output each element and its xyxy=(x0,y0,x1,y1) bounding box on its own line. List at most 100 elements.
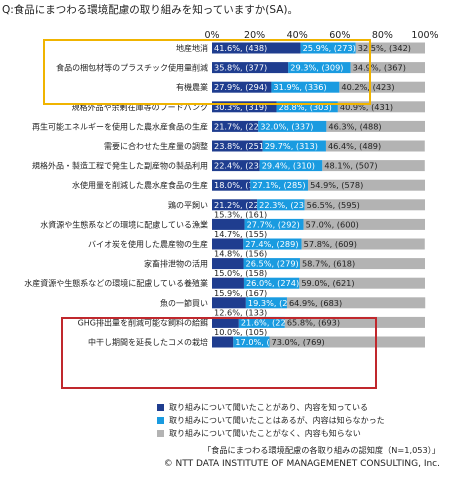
data-label: 15.0%, (158) xyxy=(214,268,267,278)
bar-segment xyxy=(300,42,356,54)
category-label: 地産地消 xyxy=(176,43,208,53)
bar-segment xyxy=(258,120,327,132)
data-label: 26.0%, (274) xyxy=(246,278,299,288)
bar-segment xyxy=(269,336,425,348)
bar-segment xyxy=(244,218,304,230)
bar-segment xyxy=(322,160,425,172)
legend-item-known: 取り組みについて聞いたことがあり、内容を知っている xyxy=(157,401,385,414)
legend: 取り組みについて聞いたことがあり、内容を知っている 取り組みについて聞いたことは… xyxy=(157,401,385,440)
category-label: 規格外品・製造工程で発生した副産物の製品利用 xyxy=(32,161,208,171)
data-label: 46.3%, (488) xyxy=(328,121,381,131)
data-label: 12.6%, (133) xyxy=(214,307,267,317)
data-label: 25.9%, (273) xyxy=(303,43,356,53)
data-label: 14.7%, (155) xyxy=(214,229,267,239)
bar-segment xyxy=(212,81,272,93)
legend-label-heard: 取り組みについて聞いたことはあるが、内容は知らなかった xyxy=(169,416,385,425)
bar-segment xyxy=(271,81,340,93)
legend-swatch-unknown xyxy=(157,430,164,437)
data-label: 54.9%, (578) xyxy=(310,180,363,190)
bar-segment xyxy=(212,62,289,74)
stacked-bar-chart: 0% 20% 40% 60% 80% 100% 地産地消 41.6%, (438) 25.9%,… xyxy=(24,30,439,389)
bar-segment xyxy=(299,258,425,270)
bar-segment xyxy=(212,218,245,230)
data-label: 27.4%, (289) xyxy=(245,239,298,249)
bar-segment xyxy=(288,62,351,74)
bar-segment xyxy=(308,179,425,191)
category-label: 食品の梱包材等のプラスチック使用量削減 xyxy=(56,63,208,73)
bar-segment xyxy=(286,297,426,309)
data-label: 21.6%, (227) xyxy=(241,317,294,327)
bar-segment xyxy=(243,277,300,289)
bar-segment xyxy=(326,120,425,132)
bar-segment xyxy=(212,101,277,113)
bar-segment xyxy=(212,179,251,191)
bar-segment xyxy=(339,81,425,93)
data-label: 15.9%, (167) xyxy=(214,288,267,298)
category-label: 魚の一節買い xyxy=(160,298,208,308)
data-label: 40.9%, (431) xyxy=(340,102,393,112)
category-label: 需要に合わせた生産量の調整 xyxy=(104,141,208,151)
data-label: 21.2%, (223) xyxy=(214,200,267,210)
data-label: 31.9%, (336) xyxy=(273,82,326,92)
bar-segment xyxy=(212,120,259,132)
category-label: 水産資源や生態系などの環境に配慮している養殖業 xyxy=(24,278,208,288)
data-label: 56.5%, (595) xyxy=(307,200,360,210)
data-label: 26.5%, (279) xyxy=(246,259,299,269)
data-label: 46.4%, (489) xyxy=(328,141,381,151)
bar-segment xyxy=(212,199,258,211)
bar-segment xyxy=(250,179,309,191)
data-label: 64.9%, (683) xyxy=(289,298,342,308)
data-label: 17.0%, (179) xyxy=(235,337,288,347)
bar-segment xyxy=(212,316,239,328)
data-label: 29.4%, (310) xyxy=(262,161,315,171)
data-label: 14.8%, (156) xyxy=(214,249,267,259)
bar-segment xyxy=(243,258,300,270)
data-label: 23.8%, (251) xyxy=(214,141,267,151)
legend-item-heard: 取り組みについて聞いたことはあるが、内容は知らなかった xyxy=(157,414,385,427)
bar-segment xyxy=(233,336,270,348)
bar-segment xyxy=(262,140,326,152)
bar-segment xyxy=(212,297,246,309)
category-label: 有機農業 xyxy=(176,82,208,92)
highlight-box-bottom xyxy=(61,317,377,389)
category-label: 家畜排泄物の活用 xyxy=(144,259,208,269)
data-label: 28.8%, (303) xyxy=(279,102,332,112)
data-label: 41.6%, (438) xyxy=(214,43,267,53)
bar-segment xyxy=(212,238,244,250)
data-label: 18.0%, (190) xyxy=(214,180,267,190)
bar-segment xyxy=(299,277,425,289)
data-label: 19.3%, (203) xyxy=(248,298,301,308)
legend-label-known: 取り組みについて聞いたことがあり、内容を知っている xyxy=(169,403,369,412)
data-label: 30.3%, (319) xyxy=(214,102,267,112)
data-label: 48.1%, (507) xyxy=(324,161,377,171)
data-label: 35.8%, (377) xyxy=(214,63,267,73)
category-label: 規格外品や余剰在庫等のフードバンク xyxy=(72,102,208,112)
data-label: 32.5%, (342) xyxy=(358,43,411,53)
category-label: バイオ炭を使用した農産物の生産 xyxy=(88,239,208,249)
data-label: 65.8%, (693) xyxy=(287,317,340,327)
bar-segment xyxy=(284,316,425,328)
data-label: 73.0%, (769) xyxy=(272,337,325,347)
chart-title: Q:食品にまつわる環境配慮の取り組みを知っていますか(SA)。 xyxy=(2,4,299,16)
x-tick-label: 60% xyxy=(329,30,350,41)
category-label: 中干し期間を延長したコメの栽培 xyxy=(88,337,208,347)
bar-segment xyxy=(212,277,244,289)
legend-swatch-heard xyxy=(157,417,164,424)
x-tick-label: 20% xyxy=(244,30,265,41)
data-label: 57.8%, (609) xyxy=(304,239,357,249)
category-label: 鶏の平飼い xyxy=(168,200,208,210)
bar-segment xyxy=(337,101,425,113)
bar-segment xyxy=(212,42,301,54)
x-tick-label: 100% xyxy=(411,30,438,41)
data-label: 22.3%, (235) xyxy=(259,200,312,210)
category-label: 水使用量を削減した農水産食品の生産 xyxy=(72,180,208,190)
data-label: 27.7%, (292) xyxy=(247,219,300,229)
category-label: 水資源や生態系などの環境に配慮している漁業 xyxy=(40,219,208,229)
x-tick-label: 80% xyxy=(372,30,393,41)
data-label: 58.7%, (618) xyxy=(302,259,355,269)
bar-segment xyxy=(212,140,263,152)
legend-item-unknown: 取り組みについて聞いたことがなく、内容も知らない xyxy=(157,427,385,440)
data-label: 27.1%, (285) xyxy=(252,180,305,190)
bar-segment xyxy=(212,336,234,348)
bar-segment xyxy=(301,238,425,250)
